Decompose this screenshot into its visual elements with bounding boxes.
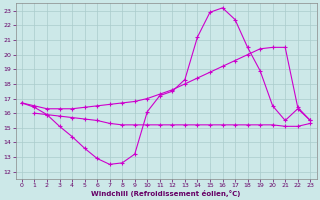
X-axis label: Windchill (Refroidissement éolien,°C): Windchill (Refroidissement éolien,°C) <box>92 190 241 197</box>
